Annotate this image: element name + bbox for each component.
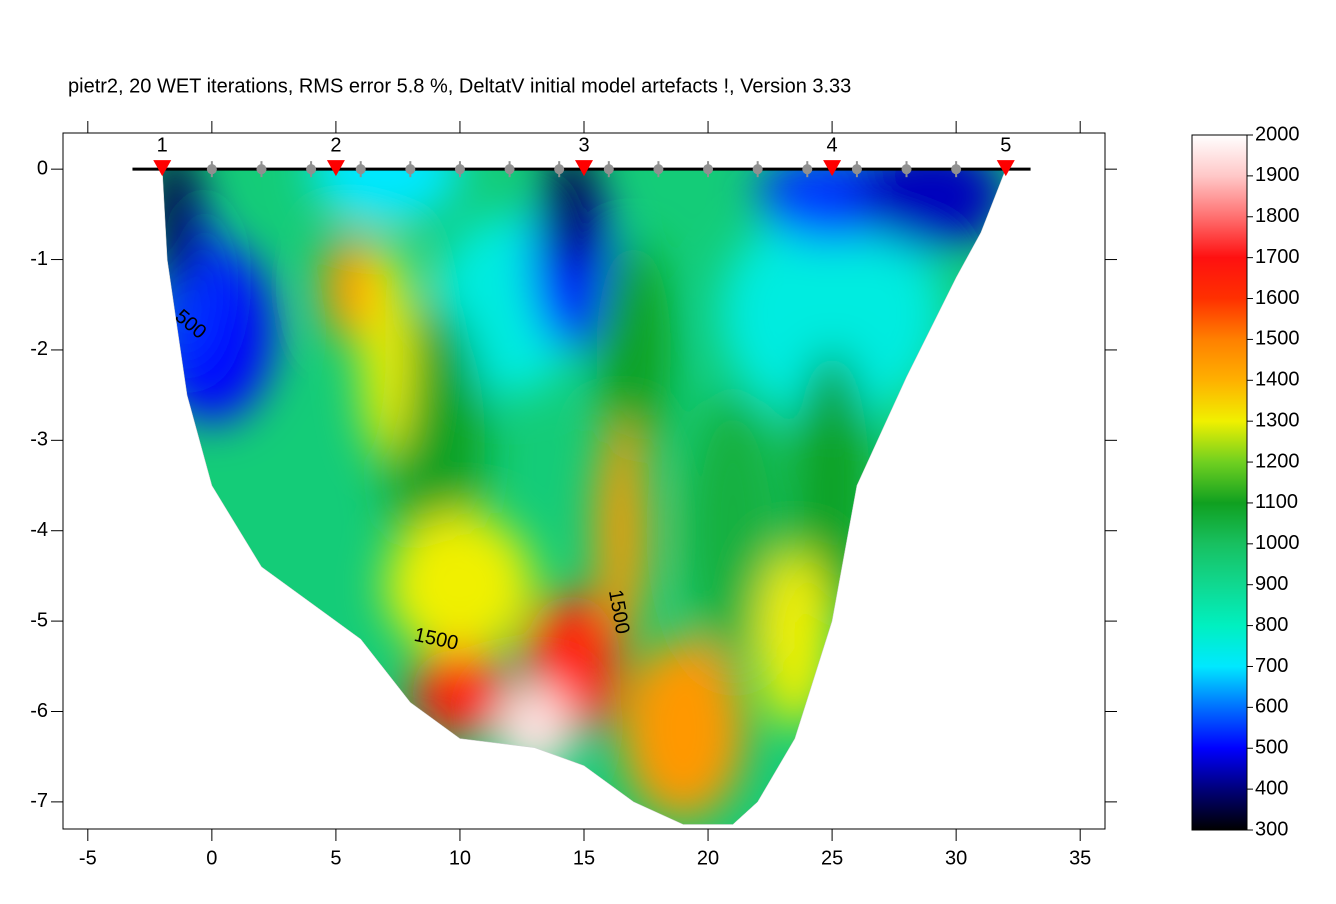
colorbar-tick-label: 600: [1255, 696, 1288, 718]
colorbar-tick-label: 1800: [1255, 205, 1300, 227]
shot: [575, 160, 593, 177]
velocity-anomaly: [385, 304, 485, 576]
y-tick-label: -6: [30, 700, 48, 722]
receiver: [206, 164, 217, 175]
receiver: [454, 164, 465, 175]
receiver: [901, 164, 912, 175]
shot-label: 2: [330, 134, 341, 156]
colorbar-tick-label: 700: [1255, 655, 1288, 677]
anomaly-group: [162, 169, 1006, 820]
x-tick-label: 5: [330, 847, 341, 869]
velocity-anomaly: [385, 512, 535, 658]
receiver: [802, 164, 813, 175]
receiver: [405, 164, 416, 175]
shot: [996, 160, 1015, 177]
receiver: [603, 164, 614, 175]
shot-label: 1: [157, 134, 168, 156]
shot-label: 4: [827, 134, 838, 156]
y-tick-label: 0: [37, 157, 48, 179]
colorbar-tick-label: 300: [1255, 818, 1288, 840]
colorbar: [1191, 134, 1248, 831]
receiver: [752, 164, 763, 175]
colorbar-tick-label: 1600: [1255, 287, 1300, 309]
x-tick-label: 0: [206, 847, 217, 869]
velocity-anomaly: [410, 648, 510, 739]
y-tick-label: -4: [30, 519, 48, 541]
colorbar-tick-label: 2000: [1255, 123, 1300, 145]
y-tick-label: -1: [30, 248, 48, 270]
colorbar-tick-label: 1500: [1255, 328, 1300, 350]
velocity-anomaly: [596, 241, 671, 459]
x-tick-label: -5: [79, 847, 97, 869]
x-tick-label: 10: [449, 847, 471, 869]
colorbar-tick-label: 1300: [1255, 409, 1300, 431]
velocity-anomaly: [162, 169, 200, 287]
velocity-anomaly: [856, 169, 1006, 251]
x-tick-label: 35: [1069, 847, 1091, 869]
domain-outline: [161, 168, 1007, 825]
velocity-anomaly: [311, 169, 460, 224]
shot-label: 3: [578, 134, 589, 156]
velocity-anomaly: [497, 684, 572, 775]
receiver: [306, 164, 317, 175]
y-tick-label: -7: [30, 790, 48, 812]
receiver: [653, 164, 664, 175]
x-tick-label: 15: [573, 847, 595, 869]
shot: [326, 160, 345, 177]
velocity-anomaly: [323, 232, 374, 341]
y-tick-label: -2: [30, 338, 48, 360]
velocity-anomaly: [360, 241, 411, 459]
velocity-anomaly: [621, 639, 746, 820]
colorbar-tick-label: 1700: [1255, 246, 1300, 268]
chart-title: pietr2, 20 WET iterations, RMS error 5.8…: [68, 75, 851, 97]
colorbar-tick-label: 800: [1255, 614, 1288, 636]
shot: [823, 160, 842, 177]
x-tick-label: 20: [697, 847, 719, 869]
shot: [153, 160, 172, 177]
receiver: [256, 164, 267, 175]
receiver: [951, 164, 962, 175]
shot-label: 5: [1000, 134, 1011, 156]
y-tick-label: -3: [30, 429, 48, 451]
colorbar-tick-label: 1000: [1255, 532, 1300, 554]
receiver: [554, 164, 565, 175]
colorbar-tick-label: 1400: [1255, 369, 1300, 391]
colorbar-tick-label: 400: [1255, 777, 1288, 799]
velocity-anomaly: [757, 548, 833, 730]
colorbar-tick-label: 500: [1255, 737, 1288, 759]
velocity-anomaly: [683, 395, 783, 667]
velocity-anomaly: [720, 205, 944, 423]
velocity-anomaly: [596, 422, 647, 640]
x-tick-label: 25: [821, 847, 843, 869]
velocity-field: [162, 169, 1006, 825]
y-tick-label: -5: [30, 609, 48, 631]
receiver: [504, 164, 515, 175]
receiver: [703, 164, 714, 175]
colorbar-tick-label: 1200: [1255, 450, 1300, 472]
colorbar-tick-label: 1100: [1255, 491, 1298, 513]
x-tick-label: 30: [945, 847, 967, 869]
receiver: [355, 164, 366, 175]
receiver: [851, 164, 862, 175]
colorbar-tick-label: 1900: [1255, 164, 1300, 186]
colorbar-tick-label: 900: [1255, 573, 1288, 595]
